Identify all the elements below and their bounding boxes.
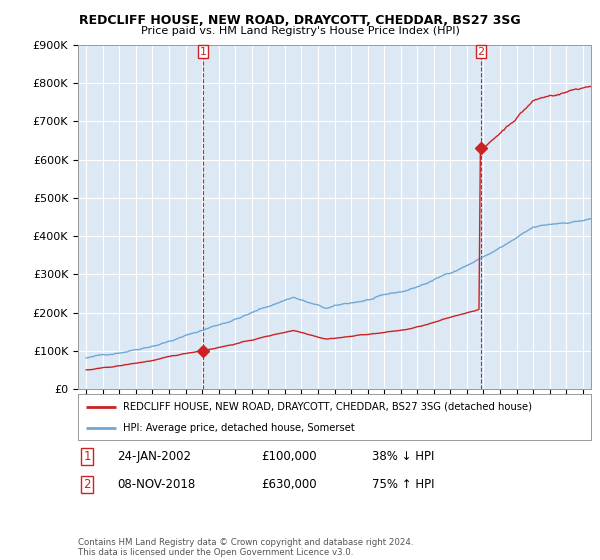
- Text: 2: 2: [478, 46, 485, 57]
- Text: 2: 2: [83, 478, 91, 491]
- Text: £100,000: £100,000: [261, 450, 317, 463]
- Text: 38% ↓ HPI: 38% ↓ HPI: [372, 450, 434, 463]
- Text: 08-NOV-2018: 08-NOV-2018: [117, 478, 195, 491]
- Text: Contains HM Land Registry data © Crown copyright and database right 2024.
This d: Contains HM Land Registry data © Crown c…: [78, 538, 413, 557]
- Text: 1: 1: [83, 450, 91, 463]
- Text: £630,000: £630,000: [261, 478, 317, 491]
- Text: REDCLIFF HOUSE, NEW ROAD, DRAYCOTT, CHEDDAR, BS27 3SG (detached house): REDCLIFF HOUSE, NEW ROAD, DRAYCOTT, CHED…: [123, 402, 532, 412]
- Text: HPI: Average price, detached house, Somerset: HPI: Average price, detached house, Some…: [123, 423, 355, 433]
- Text: 24-JAN-2002: 24-JAN-2002: [117, 450, 191, 463]
- Text: 1: 1: [200, 46, 207, 57]
- Text: Price paid vs. HM Land Registry's House Price Index (HPI): Price paid vs. HM Land Registry's House …: [140, 26, 460, 36]
- Text: REDCLIFF HOUSE, NEW ROAD, DRAYCOTT, CHEDDAR, BS27 3SG: REDCLIFF HOUSE, NEW ROAD, DRAYCOTT, CHED…: [79, 14, 521, 27]
- Text: 75% ↑ HPI: 75% ↑ HPI: [372, 478, 434, 491]
